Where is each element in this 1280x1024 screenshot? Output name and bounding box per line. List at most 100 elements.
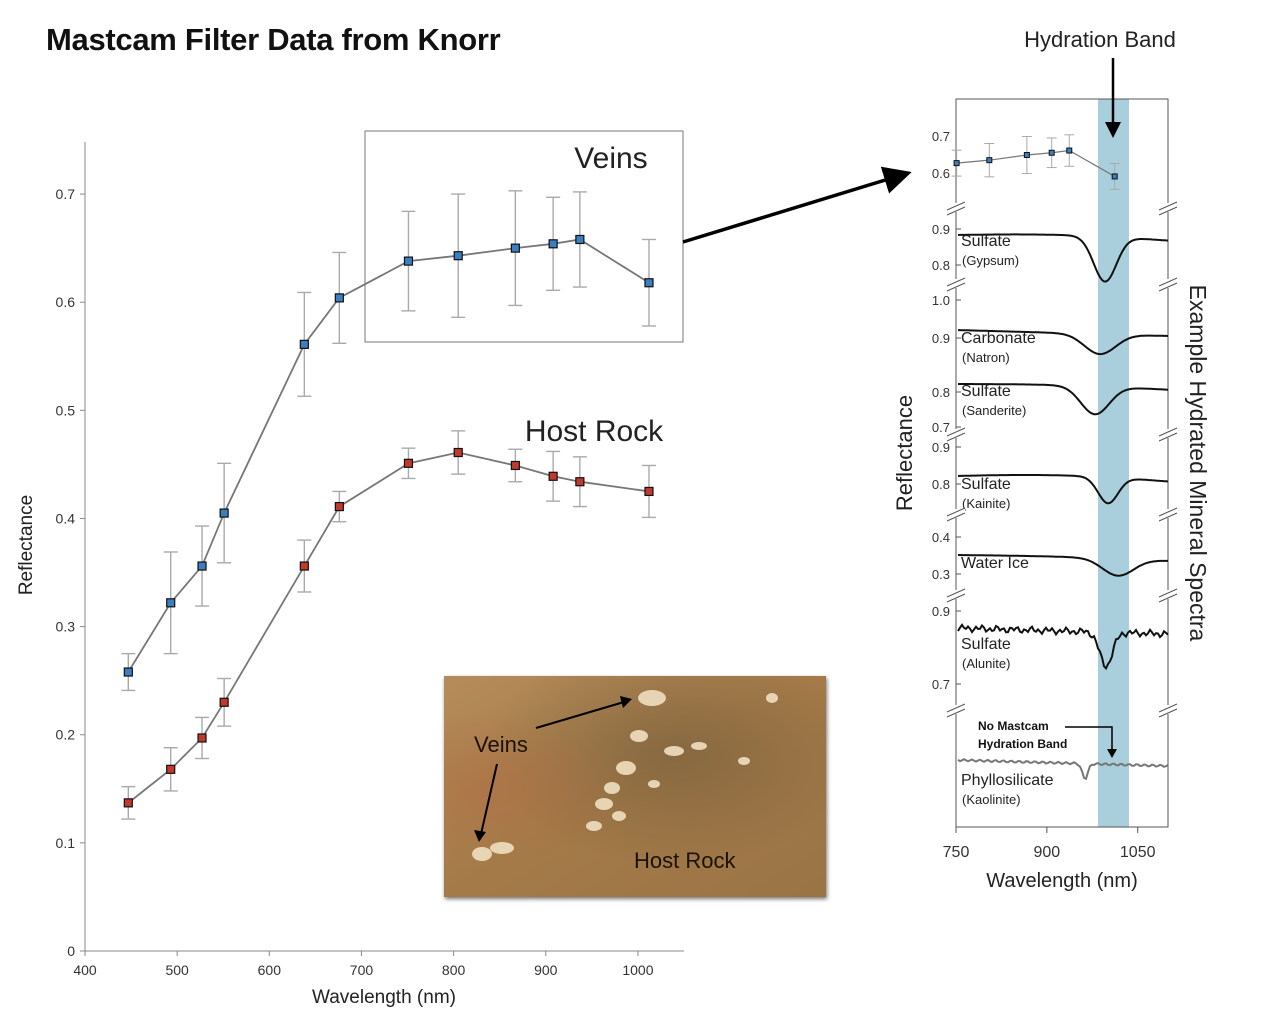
axis-break-slash bbox=[946, 427, 966, 437]
main-x-tick-label: 500 bbox=[165, 962, 189, 978]
photo-host-rock-label: Host Rock bbox=[634, 848, 736, 873]
data-point-veins bbox=[123, 667, 133, 677]
main-y-tick-label: 0.7 bbox=[56, 186, 76, 202]
main-x-tick-label: 800 bbox=[442, 962, 466, 978]
main-y-ticks: 0 0.1 0.2 0.3 0.4 0.5 0.6 0.7 bbox=[56, 186, 85, 959]
side-title: Example Hydrated Mineral Spectra bbox=[1185, 285, 1211, 642]
axis-break-slash bbox=[1158, 588, 1178, 598]
photo-arrow-lower bbox=[480, 763, 498, 835]
spectrum-name: Carbonate bbox=[961, 330, 1036, 347]
right-y-tick-label: 0.3 bbox=[932, 567, 950, 582]
mastcam-inset-series bbox=[951, 134, 1120, 190]
data-point-veins bbox=[403, 256, 414, 266]
axis-break-slash bbox=[1158, 703, 1178, 713]
right-y-tick-label: 0.8 bbox=[932, 258, 950, 273]
data-point-veins bbox=[299, 339, 309, 349]
axis-break-slash bbox=[946, 588, 966, 598]
spectrum-subname: (Alunite) bbox=[962, 656, 1010, 671]
data-point-host-rock bbox=[166, 764, 176, 774]
host-rock-label: Host Rock bbox=[525, 415, 664, 448]
right-panel-frame bbox=[955, 98, 1169, 828]
main-y-tick-label: 0 bbox=[67, 943, 75, 959]
axis-break-gap bbox=[947, 429, 965, 438]
axis-break-slash bbox=[946, 703, 966, 713]
spectrum-curve-2 bbox=[958, 383, 1169, 416]
axis-break-slash bbox=[1158, 593, 1178, 603]
axis-break-gap bbox=[1159, 279, 1177, 288]
spectrum-curve-1 bbox=[958, 329, 1169, 356]
axis-break-slash bbox=[1158, 277, 1178, 287]
axis-break-slash bbox=[946, 432, 966, 442]
spectrum-name: Sulfate bbox=[961, 476, 1011, 493]
right-y-tick-label: 0.8 bbox=[932, 477, 950, 492]
figure-title: Mastcam Filter Data from Knorr bbox=[46, 22, 501, 57]
right-y-tick-label: 0.7 bbox=[932, 677, 950, 692]
axis-break-gap bbox=[1159, 705, 1177, 714]
spectrum-curve-0 bbox=[957, 233, 1169, 283]
mineral-spectra-panel: Hydration Band Sulfate (Gypsum) Carbonate (… bbox=[892, 27, 1211, 892]
axis-break-slash bbox=[1158, 432, 1178, 442]
right-y-axis-label: Reflectance bbox=[892, 395, 917, 511]
main-x-ticks: 400 500 600 700 800 900 1000 bbox=[73, 951, 654, 978]
data-point-veins bbox=[575, 234, 585, 245]
hydration-band-arrowhead bbox=[1105, 122, 1121, 138]
photo-arrow-upper bbox=[535, 701, 625, 729]
inset-series-line bbox=[956, 149, 1115, 177]
inset-data-point bbox=[1111, 173, 1118, 180]
data-point-host-rock bbox=[644, 486, 654, 497]
series-line-veins bbox=[127, 238, 650, 673]
no-band-note-line1: No Mastcam bbox=[978, 719, 1049, 733]
data-point-veins bbox=[548, 239, 558, 249]
axis-break-gap bbox=[947, 279, 965, 288]
data-point-veins bbox=[334, 293, 344, 303]
main-y-axis-label: Reflectance bbox=[16, 495, 37, 595]
inset-data-point bbox=[953, 160, 960, 167]
spectrum-curve-3 bbox=[957, 474, 1169, 505]
data-point-veins bbox=[453, 251, 463, 261]
axis-break-gap bbox=[947, 203, 965, 212]
spectrum-curve-4 bbox=[958, 554, 1168, 577]
veins-zoom-box bbox=[364, 130, 684, 343]
no-band-note-line2: Hydration Band bbox=[978, 737, 1067, 751]
data-point-host-rock bbox=[510, 460, 520, 471]
right-y-tick-label: 0.9 bbox=[932, 222, 950, 237]
main-x-tick-label: 1000 bbox=[622, 962, 653, 978]
axis-break-slash bbox=[1158, 206, 1178, 216]
right-x-tick-label: 900 bbox=[1034, 844, 1061, 861]
main-x-axis-label: Wavelength (nm) bbox=[312, 987, 456, 1008]
data-point-host-rock bbox=[219, 697, 229, 707]
inset-data-point bbox=[1048, 149, 1055, 156]
right-x-tick-label: 1050 bbox=[1120, 844, 1156, 861]
axis-break-slash bbox=[946, 282, 966, 292]
spectrum-subname: (Kaolinite) bbox=[962, 792, 1021, 807]
axis-break-slash bbox=[946, 708, 966, 718]
right-y-tick-label: 0.9 bbox=[932, 331, 950, 346]
axis-break-slash bbox=[1158, 708, 1178, 718]
no-band-arrowhead bbox=[1107, 749, 1117, 758]
main-y-tick-label: 0.2 bbox=[56, 727, 76, 743]
veins-zoom-label: Veins bbox=[574, 142, 647, 175]
spectra-labels: Sulfate (Gypsum) Carbonate (Natron) Sulfate (… bbox=[961, 233, 1054, 807]
axis-break-slash bbox=[1158, 512, 1178, 522]
data-point-host-rock bbox=[299, 561, 309, 571]
axis-break-slash bbox=[946, 277, 966, 287]
axis-break-slash bbox=[1158, 427, 1178, 437]
right-y-ticks: 0.7 0.6 0.9 0.8 1.0 0.9 0.8 0.7 0.9 0.8 0.4 0.3 0.9 0… bbox=[932, 129, 961, 692]
right-y-tick-label: 0.9 bbox=[932, 604, 950, 619]
data-point-veins bbox=[510, 243, 520, 253]
data-point-host-rock bbox=[575, 477, 585, 487]
axis-break-slash bbox=[946, 512, 966, 522]
right-y-tick-label: 0.6 bbox=[932, 166, 950, 181]
photo-arrowhead-lower bbox=[474, 830, 486, 842]
data-point-host-rock bbox=[403, 458, 414, 468]
axis-break-slash bbox=[946, 206, 966, 216]
inset-data-point bbox=[1023, 151, 1030, 158]
data-point-host-rock bbox=[197, 733, 207, 743]
spectrum-subname: (Kainite) bbox=[962, 496, 1010, 511]
right-y-tick-label: 0.8 bbox=[932, 385, 950, 400]
spectrum-subname: (Sanderite) bbox=[962, 403, 1026, 418]
axis-break-gap bbox=[947, 509, 965, 518]
data-point-host-rock bbox=[334, 501, 344, 512]
main-y-tick-label: 0.4 bbox=[56, 510, 76, 526]
right-x-ticks: 750 900 1050 bbox=[943, 827, 1156, 861]
